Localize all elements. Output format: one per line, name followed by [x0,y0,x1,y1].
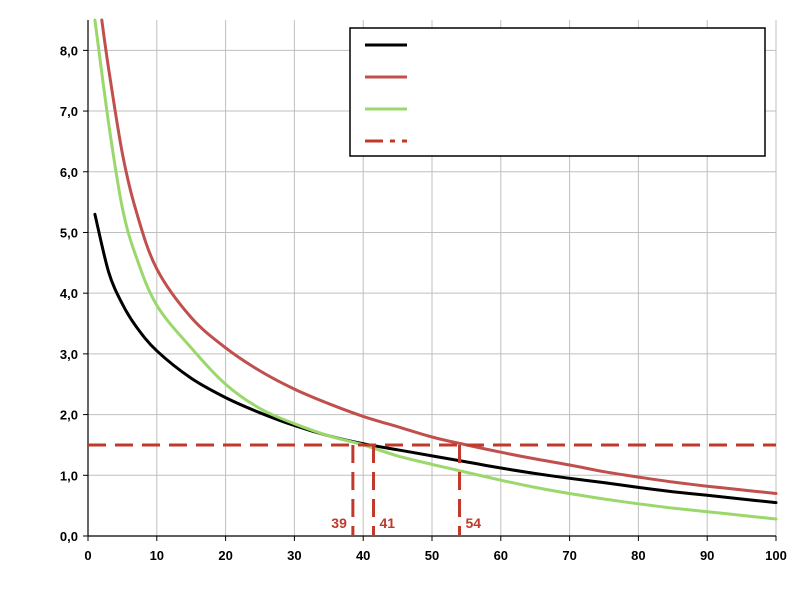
y-tick-label: 4,0 [60,286,78,301]
x-axis-ticks: 0 10 20 30 40 50 60 70 80 90 100 [84,536,787,563]
intersection-label: 54 [466,515,482,531]
legend-box [349,27,766,157]
x-tick-label: 0 [84,548,91,563]
series-line-1 [93,212,778,505]
series-line-3 [93,18,778,521]
x-tick-label: 90 [700,548,714,563]
y-tick-label: 1,0 [60,468,78,483]
y-tick-label: 7,0 [60,104,78,119]
threshold-lines [88,443,776,536]
x-tick-label: 10 [150,548,164,563]
series-lines [93,18,778,521]
legend [349,27,766,157]
x-tick-label: 30 [287,548,301,563]
x-tick-label: 70 [562,548,576,563]
x-tick-label: 80 [631,548,645,563]
x-tick-label: 20 [218,548,232,563]
x-tick-label: 100 [765,548,787,563]
y-tick-label: 5,0 [60,225,78,240]
intersection-label: 39 [331,515,347,531]
x-tick-label: 60 [494,548,508,563]
y-tick-label: 8,0 [60,43,78,58]
y-axis-ticks: 0,0 1,0 2,0 3,0 4,0 5,0 6,0 7,0 8,0 [60,43,88,544]
series-line-2 [100,18,778,495]
intersection-label: 41 [380,515,396,531]
y-tick-label: 3,0 [60,347,78,362]
intersection-labels: 39 41 54 [331,515,481,531]
y-tick-label: 0,0 [60,529,78,544]
x-tick-label: 50 [425,548,439,563]
x-tick-label: 40 [356,548,370,563]
y-tick-label: 2,0 [60,408,78,423]
y-tick-label: 6,0 [60,165,78,180]
